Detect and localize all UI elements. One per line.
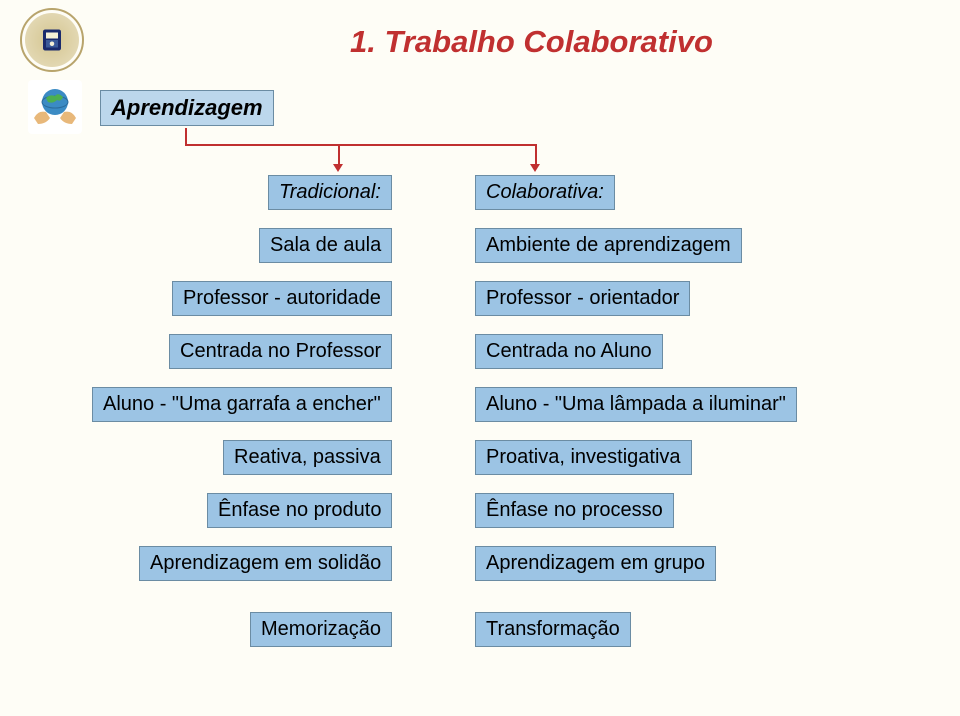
left-item: Centrada no Professor: [169, 334, 392, 369]
right-item: Professor - orientador: [475, 281, 690, 316]
left-header: Tradicional:: [268, 175, 392, 210]
left-item: Ênfase no produto: [207, 493, 392, 528]
left-item: Sala de aula: [259, 228, 392, 263]
arrow-icon: [530, 164, 540, 172]
seal-logo: [20, 8, 84, 72]
connector-line: [185, 144, 535, 146]
left-item: Reativa, passiva: [223, 440, 392, 475]
root-label: Aprendizagem: [100, 90, 274, 126]
right-item: Ambiente de aprendizagem: [475, 228, 742, 263]
right-item: Centrada no Aluno: [475, 334, 663, 369]
right-item: Proativa, investigativa: [475, 440, 692, 475]
arrow-icon: [333, 164, 343, 172]
connector-line: [338, 144, 340, 166]
connector-line: [535, 144, 537, 166]
hands-globe-icon: [28, 80, 82, 134]
left-item: Aprendizagem em solidão: [139, 546, 392, 581]
right-item: Aluno - "Uma lâmpada a iluminar": [475, 387, 797, 422]
connector-line: [185, 128, 187, 144]
shield-icon: [37, 25, 67, 55]
right-item: Ênfase no processo: [475, 493, 674, 528]
page-title: 1. Trabalho Colaborativo: [350, 24, 713, 60]
left-item: Professor - autoridade: [172, 281, 392, 316]
seal-logo-inner: [25, 13, 79, 67]
right-item: Transformação: [475, 612, 631, 647]
right-item: Aprendizagem em grupo: [475, 546, 716, 581]
left-item: Memorização: [250, 612, 392, 647]
right-header: Colaborativa:: [475, 175, 615, 210]
left-item: Aluno - "Uma garrafa a encher": [92, 387, 392, 422]
